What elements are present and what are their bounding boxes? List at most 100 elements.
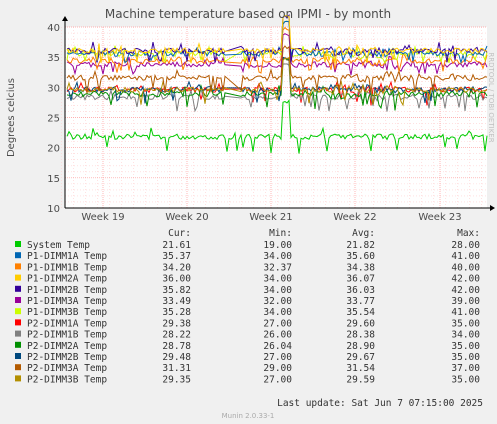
legend-value-min: 34.00 (263, 274, 292, 285)
legend-value-cur: 31.31 (162, 363, 191, 374)
legend-label: P2-DIMM3A Temp (27, 363, 107, 374)
legend-value-max: 35.00 (451, 318, 480, 329)
x-axis-arrow (490, 205, 495, 211)
chart-title: Machine temperature based on IPMI - by m… (105, 7, 391, 21)
legend-value-min: 29.00 (263, 363, 292, 374)
legend-value-cur: 35.37 (162, 251, 191, 262)
legend-swatch (15, 319, 21, 326)
legend-label: P1-DIMM1B Temp (27, 262, 107, 273)
legend-value-max: 42.00 (451, 274, 480, 285)
legend-value-max: 41.00 (451, 251, 480, 262)
legend-swatch (15, 308, 21, 315)
legend-value-avg: 34.38 (346, 262, 375, 273)
legend-value-cur: 36.00 (162, 274, 191, 285)
legend-value-avg: 35.54 (346, 307, 375, 318)
watermark: RRDTOOL / TOBI OETIKER (487, 52, 495, 142)
legend-header: Avg: (352, 228, 375, 239)
legend-value-max: 35.00 (451, 341, 480, 352)
legend-swatch (15, 330, 21, 337)
series-line (66, 45, 488, 94)
y-tick-label: 15 (47, 174, 60, 185)
legend-value-avg: 36.03 (346, 285, 375, 296)
x-tick-label: Week 22 (333, 212, 376, 223)
legend-value-avg: 29.59 (346, 374, 375, 385)
legend-header: Max: (457, 228, 480, 239)
legend-value-min: 34.00 (263, 251, 292, 262)
legend-label: P2-DIMM1B Temp (27, 330, 107, 341)
legend-swatch (15, 263, 21, 270)
legend-value-max: 37.00 (451, 363, 480, 374)
legend-value-min: 27.00 (263, 318, 292, 329)
legend-value-avg: 35.60 (346, 251, 375, 262)
legend-swatch (15, 353, 21, 359)
legend-swatch (15, 341, 21, 348)
x-tick-label: Week 19 (81, 212, 124, 223)
legend-value-avg: 36.07 (346, 274, 375, 285)
legend-label: P1-DIMM1A Temp (27, 251, 107, 262)
legend-value-max: 35.00 (451, 352, 480, 363)
legend-header: Min: (269, 228, 292, 239)
legend-swatch (15, 364, 21, 371)
legend-value-cur: 34.20 (162, 262, 191, 273)
x-tick-label: Week 20 (165, 212, 208, 223)
legend-value-min: 26.00 (263, 330, 292, 341)
legend-label: P1-DIMM3B Temp (27, 307, 107, 318)
legend-value-cur: 29.35 (162, 374, 191, 385)
series-line (66, 14, 488, 64)
legend-value-min: 27.00 (263, 352, 292, 363)
legend-value-max: 35.00 (451, 374, 480, 385)
series-line (66, 26, 488, 74)
legend-value-min: 34.00 (263, 285, 292, 296)
series-line (66, 63, 488, 113)
legend-value-cur: 33.49 (162, 296, 191, 307)
y-axis-arrow (62, 16, 68, 21)
legend-value-cur: 28.78 (162, 341, 191, 352)
legend-value-avg: 31.54 (346, 363, 375, 374)
footer: Munin 2.0.33-1 (222, 412, 275, 420)
x-tick-label: Week 21 (249, 212, 292, 223)
y-tick-label: 25 (47, 114, 60, 125)
legend-swatch (15, 297, 21, 303)
legend-label: P1-DIMM3A Temp (27, 296, 107, 307)
legend-label: P1-DIMM2B Temp (27, 285, 107, 296)
legend-swatch (15, 241, 21, 247)
legend-value-avg: 28.90 (346, 341, 375, 352)
legend-value-avg: 33.77 (346, 296, 375, 307)
legend-value-cur: 29.38 (162, 318, 191, 329)
y-axis-label: Degrees celcius (6, 78, 17, 157)
legend-value-cur: 21.61 (162, 240, 191, 251)
legend-value-max: 34.00 (451, 330, 480, 341)
legend-value-max: 28.00 (451, 240, 480, 251)
legend-value-min: 32.37 (263, 262, 292, 273)
legend-value-avg: 28.38 (346, 330, 375, 341)
y-tick-label: 30 (47, 83, 60, 94)
legend-value-max: 41.00 (451, 307, 480, 318)
series-line (66, 99, 488, 154)
legend-value-max: 40.00 (451, 262, 480, 273)
series-line (66, 20, 488, 65)
legend-value-max: 42.00 (451, 285, 480, 296)
legend-value-min: 32.00 (263, 296, 292, 307)
legend-label: P2-DIMM2B Temp (27, 352, 107, 363)
legend-value-min: 27.00 (263, 374, 292, 385)
legend-swatch (15, 375, 21, 382)
y-tick-label: 20 (47, 144, 60, 155)
legend-header: Cur: (168, 228, 191, 239)
series-line (66, 33, 488, 76)
legend-value-cur: 28.22 (162, 330, 191, 341)
legend-value-cur: 35.28 (162, 307, 191, 318)
legend-value-avg: 29.60 (346, 318, 375, 329)
legend-label: P2-DIMM2A Temp (27, 341, 107, 352)
y-tick-label: 35 (47, 53, 60, 64)
legend-label: System Temp (27, 240, 90, 251)
legend-label: P1-DIMM2A Temp (27, 274, 107, 285)
y-tick-label: 10 (47, 204, 60, 215)
last-update: Last update: Sat Jun 7 07:15:00 2025 (277, 398, 483, 409)
legend-swatch (15, 252, 21, 259)
legend-label: P2-DIMM1A Temp (27, 318, 107, 329)
y-tick-label: 40 (47, 23, 60, 34)
legend-swatch (15, 274, 21, 281)
legend-value-min: 19.00 (263, 240, 292, 251)
legend-value-avg: 29.67 (346, 352, 375, 363)
